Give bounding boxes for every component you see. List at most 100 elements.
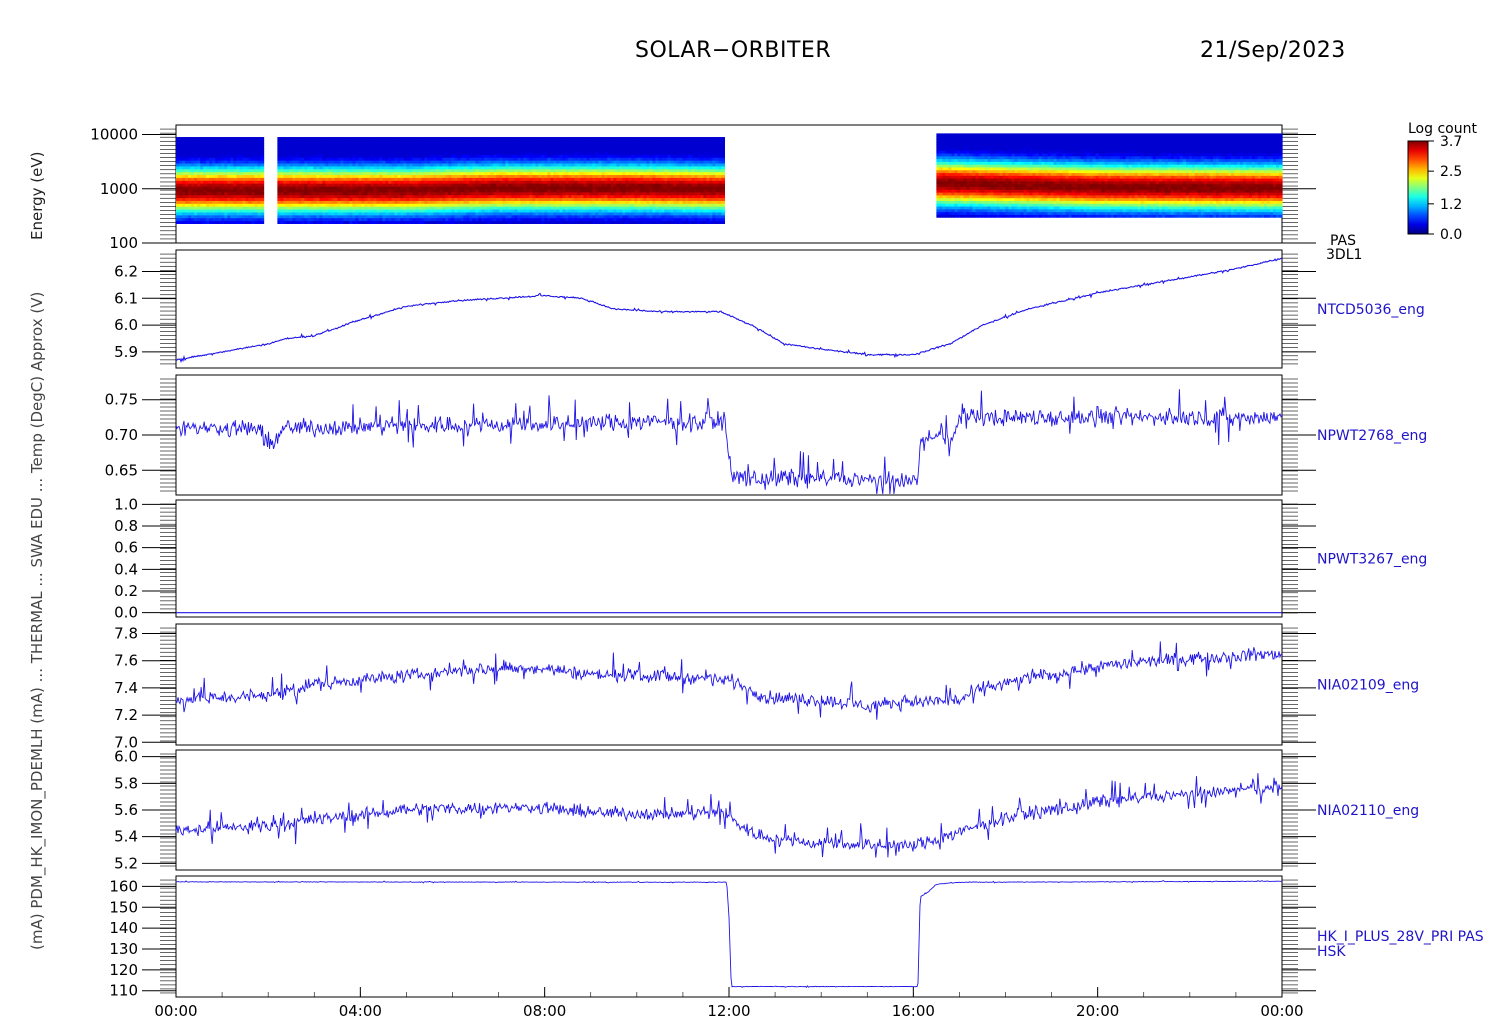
spectrogram-cell: [301, 208, 305, 213]
spectrogram-cell: [652, 177, 656, 181]
spectrogram-cell: [637, 183, 641, 187]
spectrogram-cell: [610, 154, 614, 158]
spectrogram-cell: [251, 151, 256, 155]
spectrogram-cell: [610, 180, 614, 184]
spectrogram-cell: [532, 154, 536, 158]
spectrogram-cell: [245, 188, 250, 193]
spectrogram-cell: [280, 160, 284, 164]
spectrogram-cell: [571, 220, 575, 224]
spectrogram-cell: [260, 168, 265, 173]
spectrogram-cell: [676, 157, 680, 161]
spectrogram-cell: [589, 194, 593, 199]
spectrogram-cell: [176, 137, 180, 141]
spectrogram-cell: [373, 174, 377, 178]
spectrogram-cell: [667, 191, 671, 196]
spectrogram-cell: [649, 214, 653, 219]
spectrogram-cell: [577, 217, 581, 222]
spectrogram-cell: [454, 188, 458, 193]
spectrogram-cell: [433, 203, 437, 207]
spectrogram-cell: [230, 157, 234, 161]
spectrogram-cell: [191, 206, 195, 210]
spectrogram-cell: [370, 180, 374, 184]
spectrogram-cell: [670, 154, 674, 158]
spectrogram-cell: [586, 180, 590, 184]
spectrogram-cell: [445, 171, 449, 176]
spectrogram-cell: [511, 206, 515, 210]
spectrogram-cell: [604, 160, 608, 164]
spectrogram-cell: [508, 151, 512, 155]
spectrogram-cell: [571, 180, 575, 184]
spectrogram-cell: [286, 168, 290, 173]
spectrogram-cell: [236, 137, 241, 141]
spectrogram-cell: [460, 137, 464, 141]
spectrogram-cell: [188, 160, 192, 164]
spectrogram-cell: [571, 200, 575, 204]
spectrogram-cell: [370, 162, 374, 167]
spectrogram-cell: [188, 137, 192, 141]
spectrogram-cell: [535, 142, 539, 147]
spectrogram-cell: [436, 177, 440, 181]
spectrogram-cell: [257, 174, 262, 178]
spectrogram-cell: [484, 211, 488, 216]
spectrogram-cell: [520, 177, 524, 181]
spectrogram-cell: [391, 183, 395, 187]
spectrogram-cell: [239, 200, 244, 204]
spectrogram-cell: [622, 203, 626, 207]
spectrogram-cell: [616, 177, 620, 181]
spectrogram-cell: [556, 203, 560, 207]
spectrogram-cell: [667, 162, 671, 167]
spectrogram-cell: [481, 165, 485, 170]
spectrogram-cell: [544, 177, 548, 181]
spectrogram-cell: [301, 160, 305, 164]
spectrogram-cell: [661, 214, 665, 219]
spectrogram-cell: [310, 139, 314, 144]
spectrogram-cell: [529, 174, 533, 178]
spectrogram-cell: [257, 168, 262, 173]
spectrogram-cell: [445, 217, 449, 222]
spectrogram-cell: [505, 194, 509, 199]
spectrogram-cell: [574, 191, 578, 196]
spectrogram-cell: [622, 165, 626, 170]
spectrogram-cell: [610, 171, 614, 176]
spectrogram-cell: [409, 142, 413, 147]
spectrogram-cell: [376, 217, 380, 222]
spectrogram-cell: [245, 154, 250, 158]
spectrogram-cell: [412, 160, 416, 164]
spectrogram-cell: [346, 211, 350, 216]
spectrogram-cell: [637, 180, 641, 184]
spectrogram-cell: [233, 220, 237, 224]
spectrogram-cell: [604, 185, 608, 190]
spectrogram-cell: [283, 139, 287, 144]
spectrogram-cell: [622, 217, 626, 222]
spectrogram-cell: [577, 162, 581, 167]
spectrogram-cell: [391, 154, 395, 158]
spectrogram-cell: [490, 183, 494, 187]
spectrogram-cell: [661, 151, 665, 155]
spectrogram-cell: [236, 148, 241, 153]
spectrogram-cell: [490, 208, 494, 213]
spectrogram-cell: [589, 157, 593, 161]
spectrogram-cell: [203, 145, 207, 150]
spectrogram-cell: [586, 206, 590, 210]
spectrogram-cell: [206, 154, 210, 158]
spectrogram-cell: [209, 194, 213, 199]
spectrogram-cell: [355, 183, 359, 187]
spectrogram-cell: [307, 142, 311, 147]
spectrogram-cell: [490, 214, 494, 219]
spectrogram-cell: [667, 154, 671, 158]
spectrogram-cell: [652, 200, 656, 204]
spectrogram-cell: [206, 206, 210, 210]
spectrogram-cell: [517, 160, 521, 164]
spectrogram-cell: [583, 180, 587, 184]
spectrogram-cell: [496, 139, 500, 144]
spectrogram-cell: [553, 191, 557, 196]
spectrogram-cell: [406, 203, 410, 207]
spectrogram-cell: [212, 208, 216, 213]
spectrogram-cell: [236, 203, 241, 207]
spectrogram-cell: [541, 151, 545, 155]
spectrogram-cell: [328, 185, 332, 190]
spectrogram-cell: [322, 142, 326, 147]
spectrogram-cell: [655, 137, 659, 141]
spectrogram-cell: [325, 142, 329, 147]
spectrogram-cell: [553, 183, 557, 187]
